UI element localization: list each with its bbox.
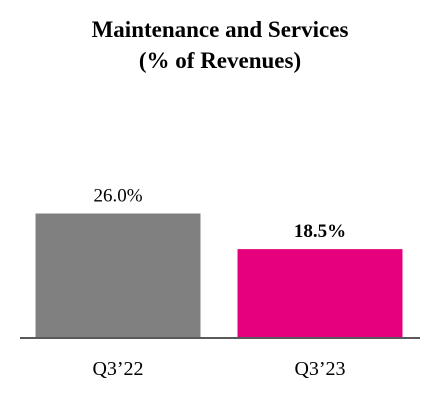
- data-label-1: 18.5%: [294, 221, 346, 242]
- bar-0: [35, 213, 201, 337]
- bar-1: [237, 249, 403, 337]
- x-tick-label-1: Q3’23: [294, 358, 345, 380]
- data-label-0: 26.0%: [93, 186, 142, 207]
- chart-title-line-1: Maintenance and Services: [91, 17, 349, 42]
- chart-title: Maintenance and Services (% of Revenues): [0, 14, 440, 76]
- x-tick-label-0: Q3’22: [92, 358, 143, 380]
- chart-title-line-2: (% of Revenues): [138, 48, 302, 73]
